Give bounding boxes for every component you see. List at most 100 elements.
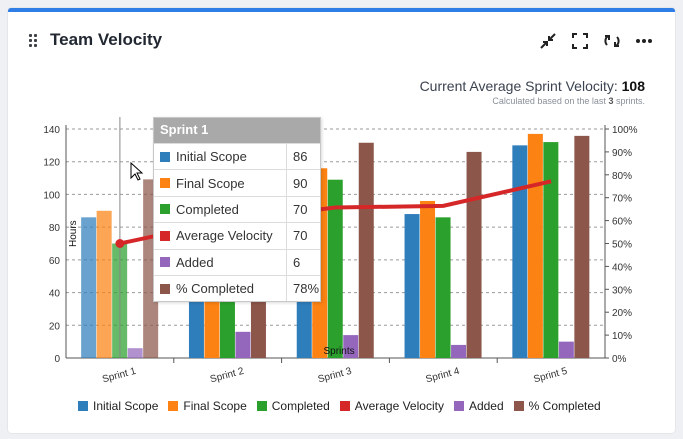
tooltip-row: % Completed 78% xyxy=(154,274,320,302)
tooltip-label: % Completed xyxy=(176,281,255,297)
x-tick-label: Sprint 1 xyxy=(101,366,138,386)
bar-added xyxy=(127,348,143,358)
y2-tick-label: 80% xyxy=(612,171,632,182)
bar-pct xyxy=(358,142,374,358)
y2-tick-label: 0% xyxy=(612,354,627,365)
widget-title: Team Velocity xyxy=(50,30,163,49)
tooltip-swatch xyxy=(160,178,170,189)
y2-tick-label: 20% xyxy=(612,308,632,319)
y-axis-title: Hours xyxy=(68,220,79,247)
note-suffix: sprints. xyxy=(615,96,645,106)
tooltip-value: 90 xyxy=(286,170,307,196)
velocity-chart[interactable]: 0 20 40 60 80 100 120 140 0% 10% 20% 30% 40% 50% 60% 70… xyxy=(8,12,675,437)
y-tick-label: 100 xyxy=(43,190,60,201)
bar-initial xyxy=(404,214,420,358)
legend-swatch xyxy=(513,401,524,411)
y2-tick-label: 50% xyxy=(612,240,632,251)
bar-completed xyxy=(327,179,343,358)
y2-tick-label: 100% xyxy=(612,125,638,136)
bar-added xyxy=(451,344,467,358)
x-axis-title: Sprints xyxy=(324,346,355,357)
refresh-icon[interactable] xyxy=(601,30,623,52)
legend-item-added[interactable]: Added xyxy=(453,399,504,413)
note-count: 3 xyxy=(608,96,614,106)
bar-final xyxy=(527,133,543,358)
tooltip-label: Added xyxy=(176,254,214,270)
tooltip-value: 78% xyxy=(286,275,319,302)
y-tick-label: 120 xyxy=(43,158,60,169)
bar-initial xyxy=(81,217,97,358)
y-tick-label: 20 xyxy=(49,321,61,332)
legend-swatch xyxy=(78,401,88,411)
header-toolbar xyxy=(537,30,655,52)
legend-swatch xyxy=(339,401,350,411)
legend-label: Added xyxy=(468,399,504,413)
collapse-icon[interactable] xyxy=(537,30,559,52)
tooltip-swatch xyxy=(160,257,170,268)
y2-tick-label: 90% xyxy=(612,148,632,159)
tooltip-swatch xyxy=(160,283,170,294)
y2-tick-label: 60% xyxy=(612,217,632,228)
legend-swatch xyxy=(256,401,267,411)
y-tick-label: 140 xyxy=(43,125,60,136)
bar-final xyxy=(96,210,112,358)
tooltip-label: Initial Scope xyxy=(176,149,247,165)
legend-label: % Completed xyxy=(528,399,601,413)
legend-item-pct[interactable]: % Completed xyxy=(513,399,601,413)
tooltip-label: Final Scope xyxy=(176,175,245,191)
tooltip-swatch xyxy=(160,204,170,215)
bar-completed xyxy=(435,217,451,358)
legend-item-velocity[interactable]: Average Velocity xyxy=(339,399,444,413)
tooltip-row: Initial Scope 86 xyxy=(154,143,320,170)
velocity-card: Team Velocity Current Average Sprint Vel… xyxy=(8,8,675,433)
more-icon[interactable] xyxy=(633,30,655,52)
drag-handle-icon[interactable] xyxy=(29,34,39,48)
legend-label: Final Scope xyxy=(183,399,247,413)
x-tick-label: Sprint 5 xyxy=(532,366,569,386)
y2-tick-label: 10% xyxy=(612,331,632,342)
tooltip-row: Added 6 xyxy=(154,248,320,275)
x-tick-label: Sprint 4 xyxy=(425,366,462,386)
y2-tick-label: 40% xyxy=(612,262,632,273)
bar-added xyxy=(235,331,251,358)
calculation-note: Calculated based on the last 3 sprints. xyxy=(492,96,645,106)
tooltip-value: 86 xyxy=(286,144,307,170)
bar-final xyxy=(420,200,436,358)
tooltip-rows: Initial Scope 86 Final Scope 90 Completed 70 A… xyxy=(154,143,320,302)
y2-tick-label: 30% xyxy=(612,285,632,296)
tooltip: Sprint 1 Initial Scope 86 Final Scope 90 Com… xyxy=(153,117,321,303)
tooltip-value: 6 xyxy=(286,249,300,275)
y-tick-label: 0 xyxy=(54,354,60,365)
tooltip-swatch xyxy=(160,230,170,241)
x-tick-label: Sprint 2 xyxy=(209,366,246,386)
y-tick-label: 60 xyxy=(49,256,61,267)
x-tick-label: Sprint 3 xyxy=(317,366,354,386)
y-tick-label: 40 xyxy=(49,289,61,300)
mouse-cursor-icon xyxy=(130,161,144,181)
chart-legend: Initial Scope Final Scope Completed Average… xyxy=(78,399,601,413)
card-header: Team Velocity xyxy=(8,12,675,72)
bar-added xyxy=(343,335,359,358)
fullscreen-icon[interactable] xyxy=(569,30,591,52)
bar-pct xyxy=(574,135,590,358)
tooltip-row: Final Scope 90 xyxy=(154,169,320,196)
legend-item-final[interactable]: Final Scope xyxy=(168,399,247,413)
tooltip-title: Sprint 1 xyxy=(154,118,320,143)
legend-label: Average Velocity xyxy=(354,399,444,413)
tooltip-row: Average Velocity 70 xyxy=(154,222,320,249)
velocity-point xyxy=(115,239,125,248)
tooltip-label: Average Velocity xyxy=(176,228,273,244)
average-velocity-label: Current Average Sprint Velocity: xyxy=(419,78,618,94)
average-velocity-value: 108 xyxy=(621,78,645,94)
legend-label: Initial Scope xyxy=(93,399,159,413)
tooltip-label: Completed xyxy=(176,201,239,217)
legend-item-completed[interactable]: Completed xyxy=(256,399,330,413)
legend-swatch xyxy=(168,401,179,411)
legend-item-initial[interactable]: Initial Scope xyxy=(78,399,158,413)
average-velocity: Current Average Sprint Velocity: 108 xyxy=(420,78,645,94)
tooltip-value: 70 xyxy=(286,196,307,223)
tooltip-value: 70 xyxy=(286,223,307,249)
legend-swatch xyxy=(453,401,464,411)
note-prefix: Calculated based on the last xyxy=(492,96,606,106)
bar-added xyxy=(558,341,574,358)
